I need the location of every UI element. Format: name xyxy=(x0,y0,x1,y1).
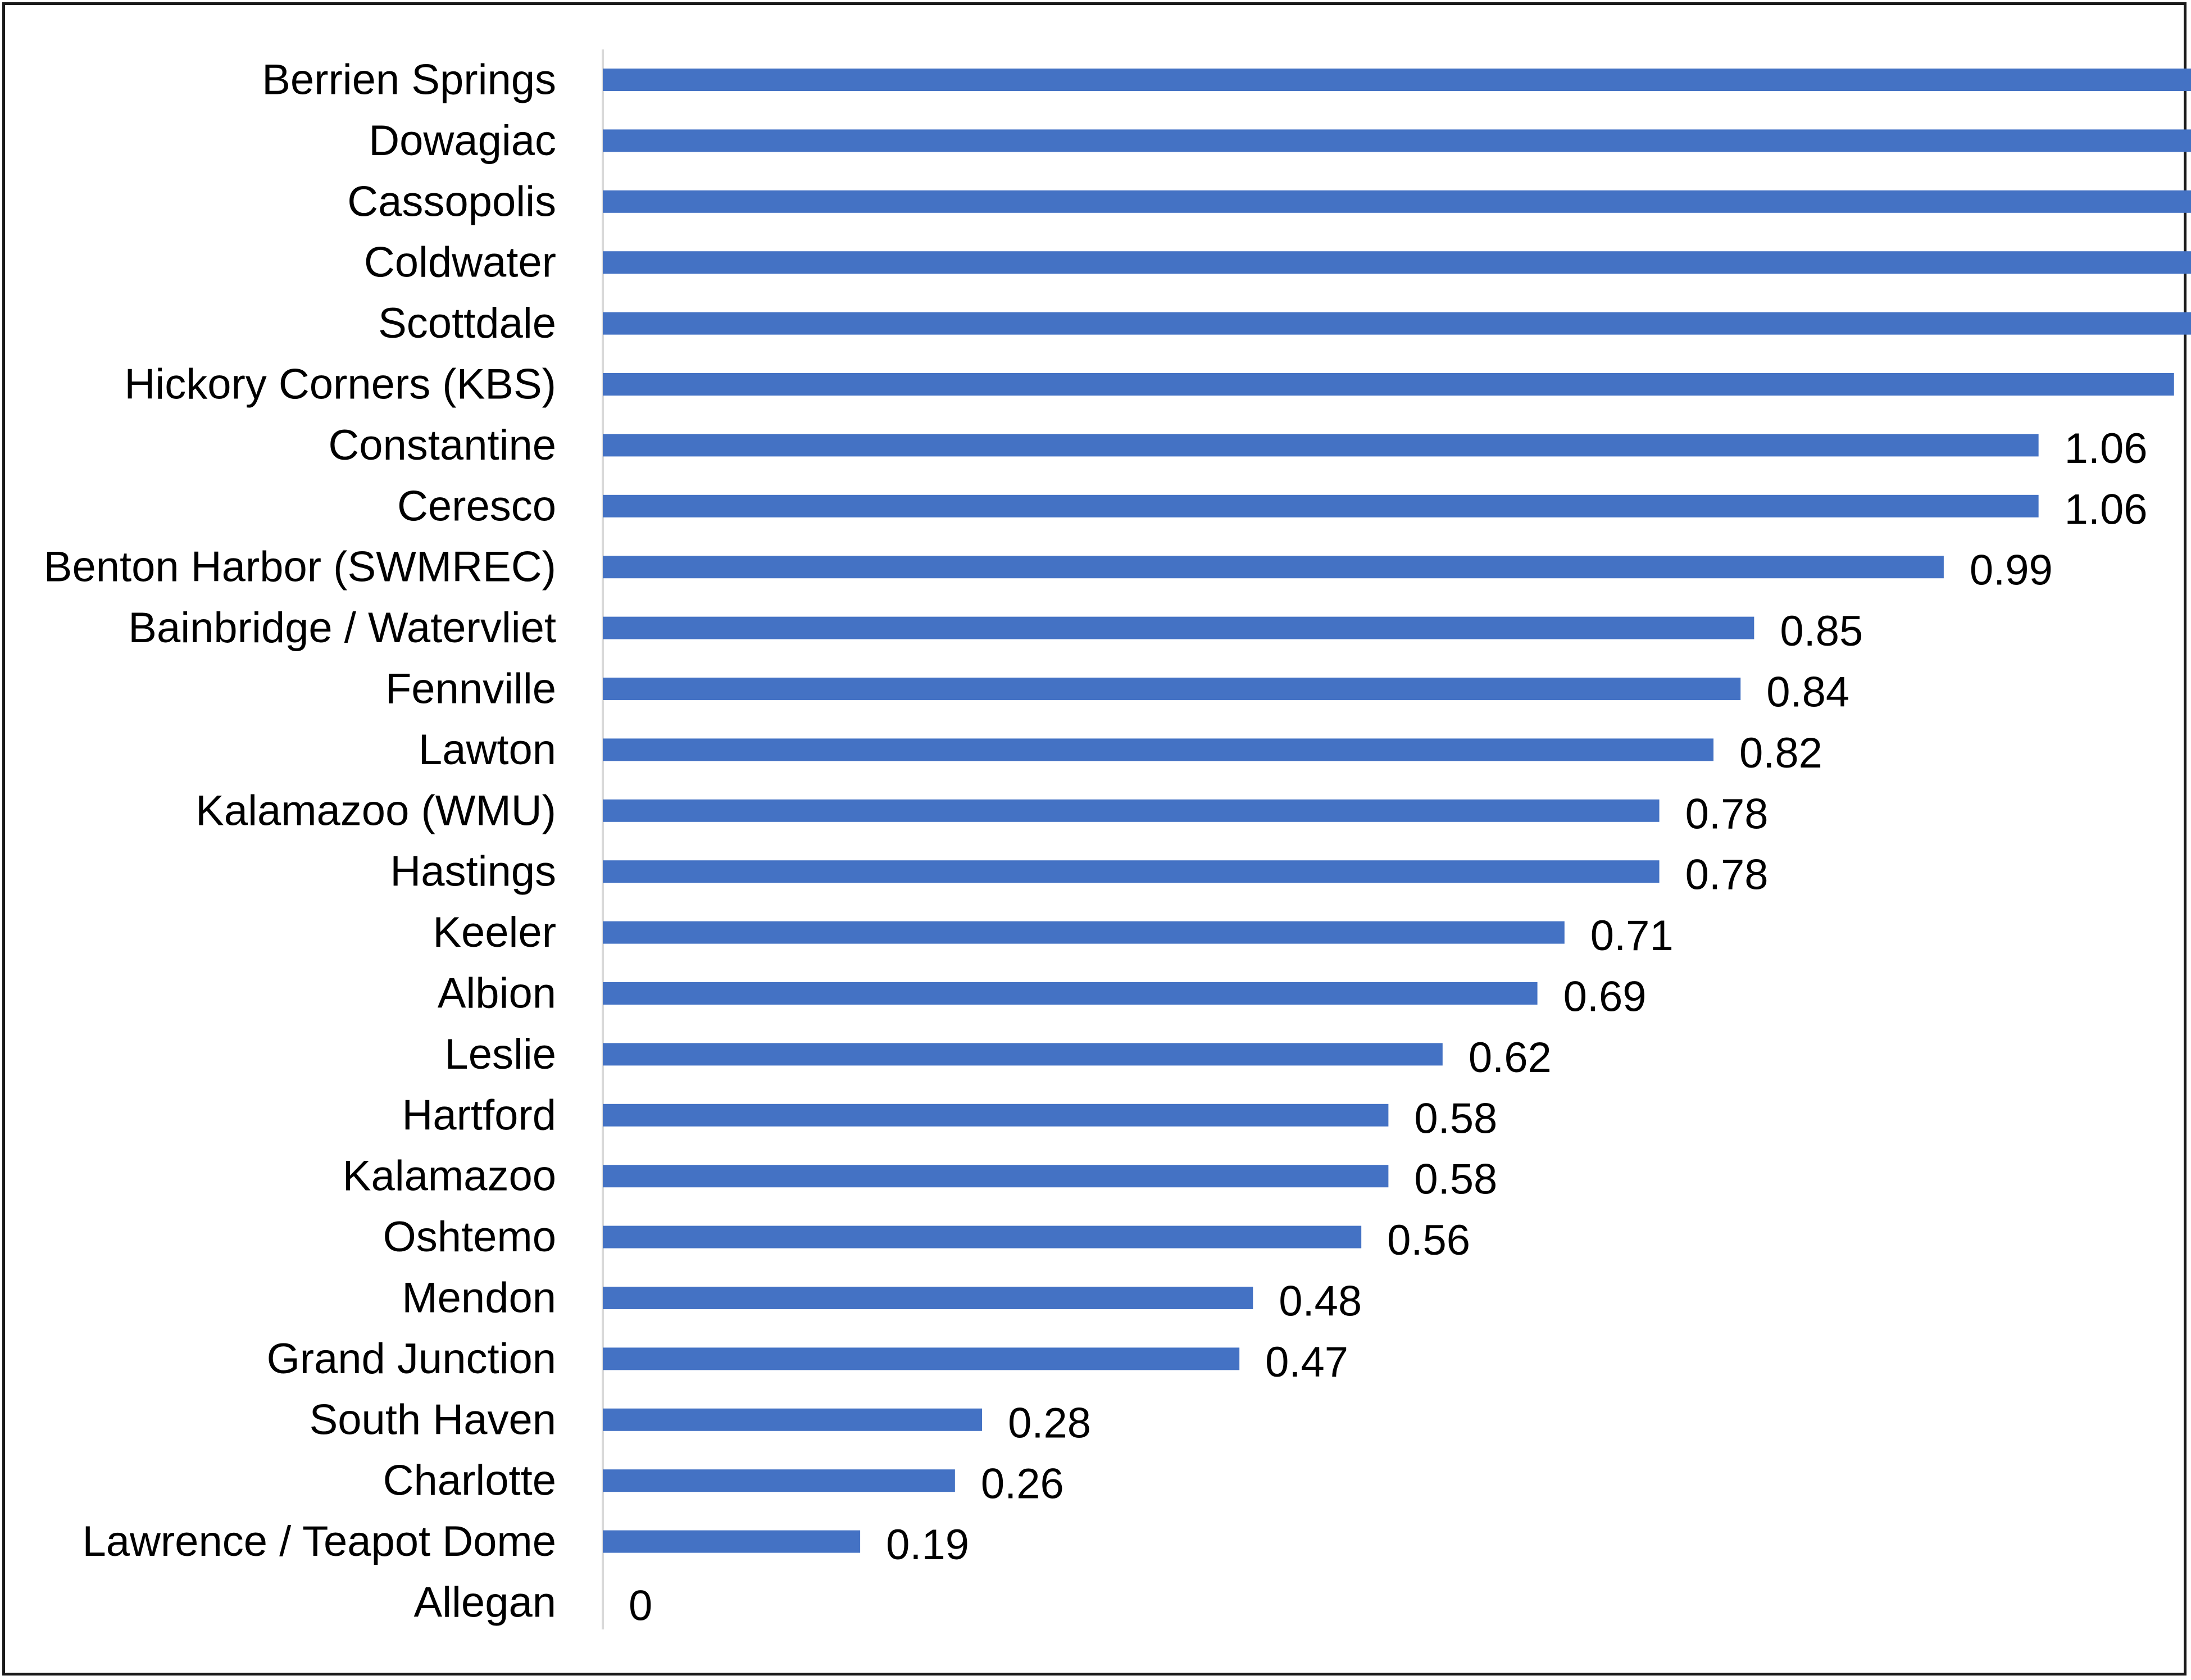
bar xyxy=(603,312,2191,335)
value-label: 0.82 xyxy=(1739,729,1822,777)
bar xyxy=(603,799,1660,822)
value-label: 0.84 xyxy=(1766,669,1849,716)
category-label: Leslie xyxy=(444,1030,556,1078)
category-label: Fennville xyxy=(385,665,556,713)
category-label: Kalamazoo (WMU) xyxy=(196,787,556,834)
bars-layer xyxy=(603,69,2191,1553)
value-label: 0.71 xyxy=(1590,912,1674,960)
value-label: 0.56 xyxy=(1387,1216,1470,1264)
value-label: 0.62 xyxy=(1469,1034,1552,1082)
value-label: 0.99 xyxy=(1970,547,2053,594)
bar xyxy=(603,616,1754,639)
value-label: 1.06 xyxy=(2065,425,2148,473)
category-label: Ceresco xyxy=(397,482,556,530)
bar xyxy=(603,921,1565,944)
bar xyxy=(603,1165,1389,1188)
value-label: 0.58 xyxy=(1414,1156,1497,1204)
category-label: Constantine xyxy=(328,421,556,469)
category-label: Scottdale xyxy=(378,299,556,347)
bar xyxy=(603,434,2039,457)
category-label: Bainbridge / Watervliet xyxy=(128,604,556,652)
category-label: Grand Junction xyxy=(267,1335,556,1383)
category-label: Kalamazoo xyxy=(343,1152,556,1200)
category-label: Hartford xyxy=(402,1091,556,1139)
category-label: Keeler xyxy=(433,909,556,956)
bar xyxy=(603,860,1660,883)
bar xyxy=(603,251,2191,274)
bar xyxy=(603,1287,1253,1309)
bar xyxy=(603,129,2191,152)
category-label: Charlotte xyxy=(383,1457,556,1505)
bar xyxy=(603,1530,861,1553)
bar xyxy=(603,556,1944,579)
category-labels: Berrien Springs Dowagiac Cassopolis Coldwat… xyxy=(44,56,556,1627)
value-label: 0.85 xyxy=(1780,607,1863,655)
bar xyxy=(603,1043,1443,1066)
value-label: 0.78 xyxy=(1685,790,1769,838)
value-label: 1.06 xyxy=(2065,485,2148,533)
value-label: 0 xyxy=(629,1582,652,1630)
value-label: 0.47 xyxy=(1265,1338,1348,1386)
category-label: Mendon xyxy=(402,1274,556,1322)
bar xyxy=(603,1469,955,1492)
category-label: South Haven xyxy=(310,1396,556,1443)
category-label: Allegan xyxy=(413,1579,556,1627)
value-label: 0.69 xyxy=(1563,973,1647,1021)
bar xyxy=(603,190,2191,213)
category-label: Coldwater xyxy=(364,239,556,287)
value-label: 0.28 xyxy=(1008,1399,1091,1447)
bar xyxy=(603,373,2174,396)
category-label: Lawrence / Teapot Dome xyxy=(82,1518,556,1565)
value-label: 0.48 xyxy=(1279,1278,1362,1325)
value-label: 0.58 xyxy=(1414,1095,1497,1142)
category-label: Albion xyxy=(438,970,556,1018)
bar xyxy=(603,1104,1389,1127)
bar xyxy=(603,982,1538,1005)
value-label: 0.26 xyxy=(981,1460,1064,1508)
bar xyxy=(603,1408,983,1431)
category-label: Hickory Corners (KBS) xyxy=(124,361,556,408)
category-label: Hastings xyxy=(390,848,556,896)
bar xyxy=(603,678,1741,700)
category-label: Dowagiac xyxy=(369,117,556,165)
value-label: 0.78 xyxy=(1685,851,1769,899)
category-label: Benton Harbor (SWMREC) xyxy=(44,543,556,591)
category-label: Lawton xyxy=(419,726,556,774)
bar xyxy=(603,494,2039,517)
bar xyxy=(603,69,2191,91)
bar xyxy=(603,1347,1240,1370)
value-labels: 1.411.351.261.241.191.161.061.060.990.85… xyxy=(629,425,2148,1630)
category-label: Berrien Springs xyxy=(262,56,556,104)
category-label: Cassopolis xyxy=(347,178,556,225)
bar xyxy=(603,738,1714,761)
category-label: Oshtemo xyxy=(383,1213,556,1261)
bar xyxy=(603,1225,1362,1248)
value-label: 0.19 xyxy=(886,1521,969,1569)
